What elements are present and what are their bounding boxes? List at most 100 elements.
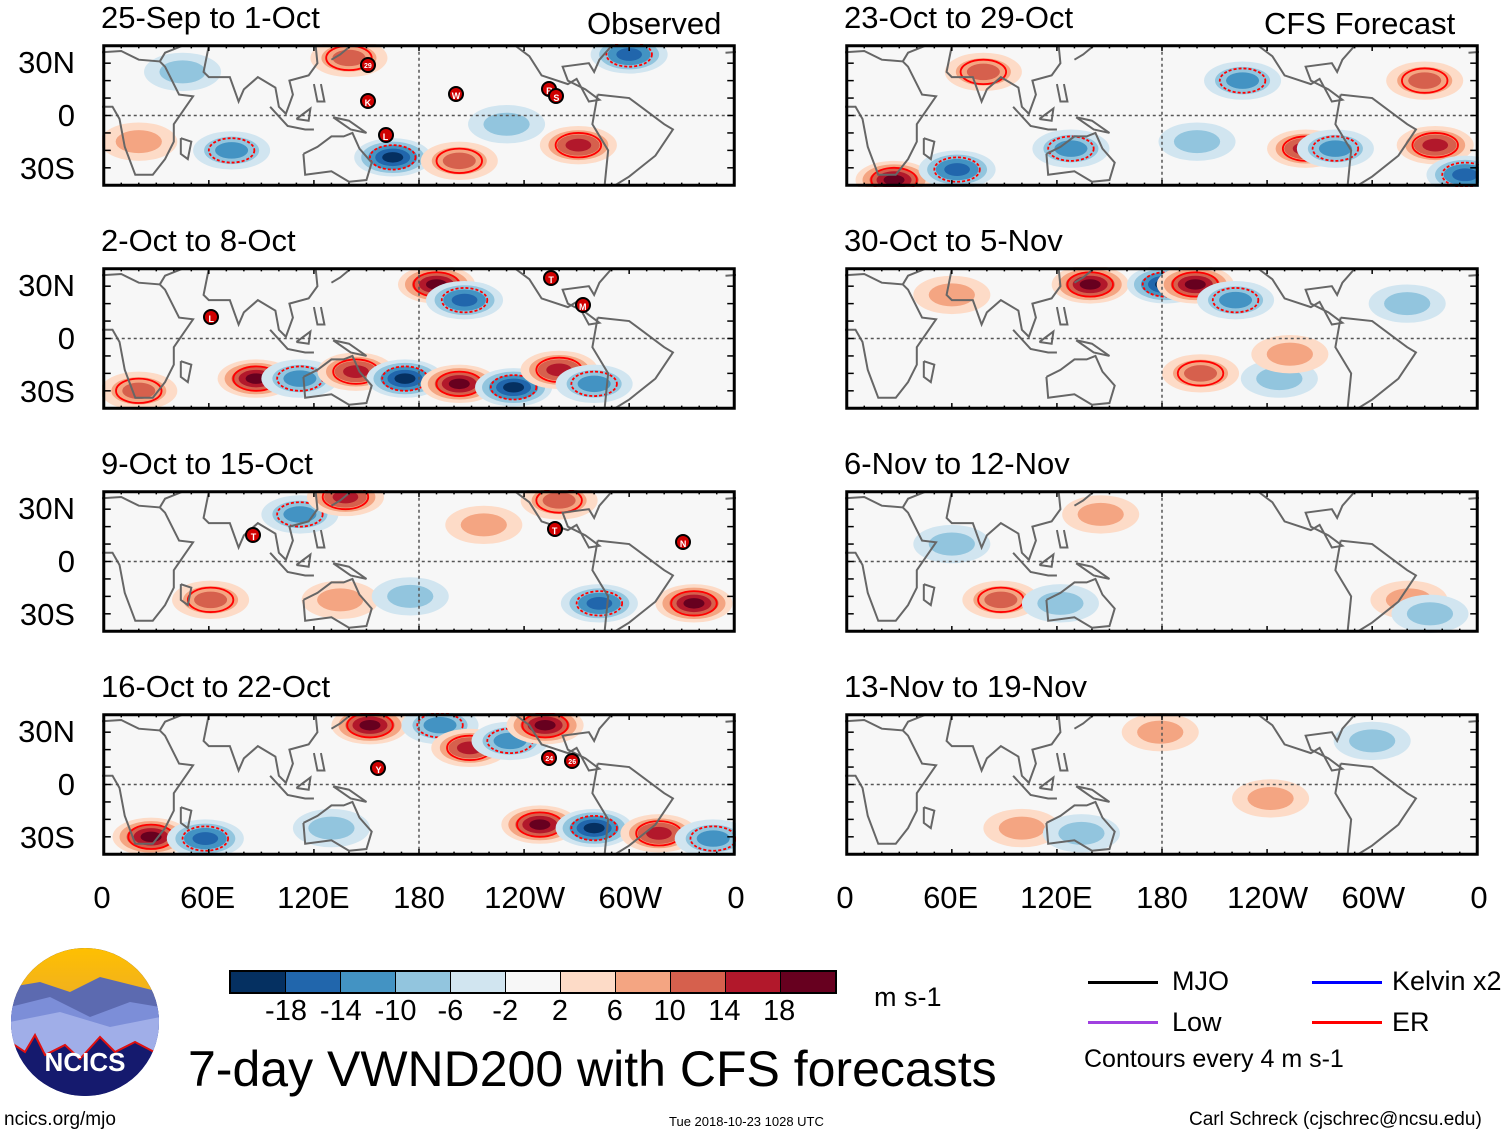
coastline — [333, 117, 366, 133]
colorbar-label: -10 — [374, 995, 417, 1027]
coastline — [1013, 553, 1057, 576]
x-tick-label: 0 — [727, 880, 745, 915]
coastline — [296, 109, 310, 121]
anomaly-feature — [560, 584, 638, 623]
legend-er-line — [1312, 1021, 1382, 1024]
anomaly-feature — [520, 490, 598, 520]
coastline — [1013, 107, 1057, 130]
map-panel: 29KLWRS — [102, 44, 736, 187]
coastline — [1076, 117, 1109, 133]
logo-text: NCICS — [45, 1047, 126, 1077]
legend-er: ER — [1392, 1007, 1430, 1037]
coastline — [1057, 307, 1068, 324]
coastline — [102, 51, 193, 175]
map-frame — [104, 715, 734, 855]
x-tick-label: 0 — [836, 880, 854, 915]
anomaly-feature — [1296, 129, 1374, 168]
coastline — [1076, 786, 1109, 802]
coastline — [102, 497, 193, 621]
map-frame — [847, 715, 1477, 855]
coastline — [314, 307, 325, 324]
y-tick-label: 30N — [18, 714, 75, 749]
coastline — [314, 753, 325, 770]
storm-marker: M — [574, 296, 591, 313]
x-tick-label: 0 — [93, 880, 111, 915]
coastline — [1074, 492, 1093, 506]
coastline — [1039, 555, 1053, 567]
anomaly-feature — [983, 808, 1061, 848]
coastline — [1057, 84, 1068, 101]
colorbar-label: 18 — [763, 995, 796, 1027]
anomaly-feature — [1032, 129, 1110, 168]
map-frame — [847, 269, 1477, 409]
coastline — [1258, 492, 1354, 548]
coastline — [1039, 778, 1053, 790]
coastline — [1076, 340, 1109, 356]
legend-kelvin: Kelvin x2 — [1392, 966, 1502, 996]
anomaly-feature — [1386, 61, 1464, 100]
x-tick-label: 120E — [1020, 880, 1093, 915]
anomaly-feature — [426, 280, 504, 320]
panel-title: 30-Oct to 5-Nov — [844, 223, 1063, 258]
coastline — [270, 330, 314, 353]
anomaly-feature — [354, 138, 432, 177]
legend-mjo-line — [1088, 981, 1158, 984]
storm-marker: L — [203, 309, 220, 326]
colorbar-label: 14 — [708, 995, 741, 1027]
colorbar-swatch — [286, 972, 341, 992]
colorbar-swatch — [781, 972, 835, 992]
coastline — [333, 786, 366, 802]
storm-marker: T — [543, 269, 560, 286]
panel-title: 16-Oct to 22-Oct — [101, 669, 331, 704]
map-panel — [845, 490, 1479, 633]
x-tick-label: 120E — [277, 880, 350, 915]
colorbar-label: 6 — [606, 995, 623, 1027]
map-panel — [845, 713, 1479, 856]
anomaly-feature — [1426, 155, 1479, 187]
storm-marker: T — [546, 521, 563, 538]
anomaly-feature — [539, 125, 617, 165]
coastline — [924, 138, 935, 159]
panel-title: 23-Oct to 29-Oct — [844, 0, 1074, 35]
coastline — [303, 356, 371, 405]
anomaly-feature — [102, 371, 178, 410]
anomaly-feature — [1021, 584, 1099, 623]
colorbar-swatch — [451, 972, 506, 992]
coastline — [333, 563, 366, 579]
map-frame — [104, 46, 734, 186]
anomaly-feature — [1062, 495, 1140, 534]
colorbar-label: -14 — [319, 995, 362, 1027]
panel-title: 6-Nov to 12-Nov — [844, 446, 1070, 481]
footer-credit: Carl Schreck (cjschrec@ncsu.edu) — [1189, 1109, 1482, 1130]
y-tick-label: 30S — [19, 374, 75, 409]
coastline — [181, 584, 192, 605]
map-frame — [104, 492, 734, 632]
anomaly-feature — [1251, 335, 1329, 374]
coastline — [331, 269, 350, 283]
coastline — [331, 492, 350, 506]
coastline — [1258, 715, 1354, 771]
anomaly-feature — [1197, 280, 1275, 320]
x-tick-label: 60E — [180, 880, 236, 915]
anomaly-feature — [555, 808, 633, 848]
coastline — [181, 807, 192, 828]
anomaly-feature — [655, 584, 733, 623]
colorbar-label: -6 — [437, 995, 464, 1027]
colorbar-swatch — [616, 972, 671, 992]
map-frame — [847, 492, 1477, 632]
coastline — [331, 46, 350, 60]
x-tick-label: 0 — [1470, 880, 1488, 915]
y-tick-label: 0 — [57, 544, 75, 579]
anomaly-feature — [371, 577, 449, 616]
coastline — [515, 492, 611, 548]
panel-title: 2-Oct to 8-Oct — [101, 223, 296, 258]
map-frame — [104, 269, 734, 409]
y-tick-label: 30N — [18, 491, 75, 526]
y-tick-label: 30S — [19, 820, 75, 855]
colorbar-label: -18 — [265, 995, 307, 1027]
coastline — [303, 133, 371, 182]
footer-url[interactable]: ncics.org/mjo — [4, 1109, 116, 1130]
anomaly-feature — [193, 131, 271, 170]
map-panel: Y 24 26 — [102, 713, 736, 856]
